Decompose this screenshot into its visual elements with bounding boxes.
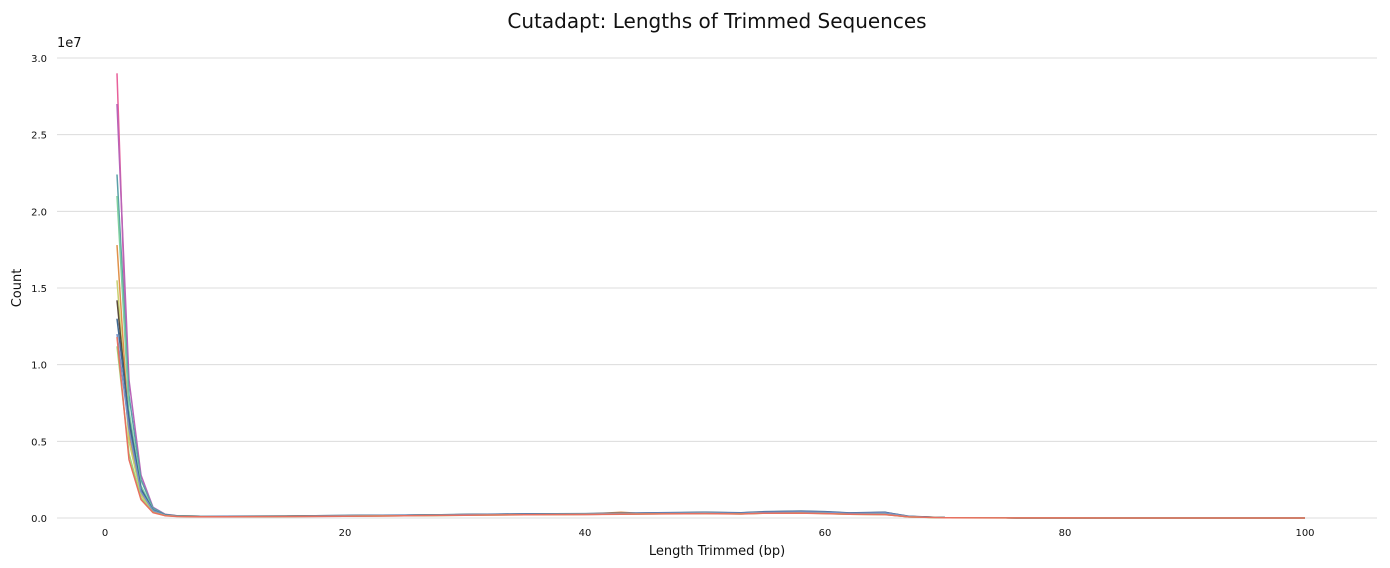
y-axis-label: Count [10, 269, 25, 308]
grid-lines [57, 57, 1377, 519]
y-tick-label: 1.5 [31, 284, 47, 295]
y-tick-label: 2.5 [31, 131, 47, 142]
x-tick-label: 20 [339, 528, 352, 539]
series-line-1 [116, 73, 1305, 519]
x-axis-label: Length Trimmed (bp) [649, 544, 785, 559]
series-line-5 [116, 245, 1305, 519]
series-line-7 [116, 300, 1305, 519]
x-tick-label: 60 [819, 528, 832, 539]
x-tick-label: 100 [1295, 528, 1314, 539]
x-tick-labels: 0 20 40 60 80 100 [102, 528, 1315, 539]
chart-title: Cutadapt: Lengths of Trimmed Sequences [507, 9, 926, 33]
x-tick-label: 80 [1059, 528, 1072, 539]
x-tick-label: 0 [102, 528, 108, 539]
series-line-9 [116, 333, 1305, 519]
y-scale-label: 1e7 [57, 36, 82, 51]
series-line-10 [116, 346, 1305, 519]
series-line-11 [116, 337, 1305, 519]
series-lines [116, 73, 1305, 519]
series-line-4 [116, 195, 1305, 519]
series-line-6 [116, 280, 1305, 519]
y-tick-label: 3.0 [31, 54, 47, 65]
y-tick-label: 0.0 [31, 514, 47, 525]
y-tick-label: 0.5 [31, 437, 47, 448]
y-tick-label: 1.0 [31, 361, 47, 372]
y-tick-labels: 0.0 0.5 1.0 1.5 2.0 2.5 3.0 [31, 54, 47, 525]
series-line-3 [116, 174, 1305, 519]
series-line-8 [116, 318, 1305, 519]
x-tick-label: 40 [579, 528, 592, 539]
y-tick-label: 2.0 [31, 207, 47, 218]
series-line-2 [116, 103, 1305, 519]
